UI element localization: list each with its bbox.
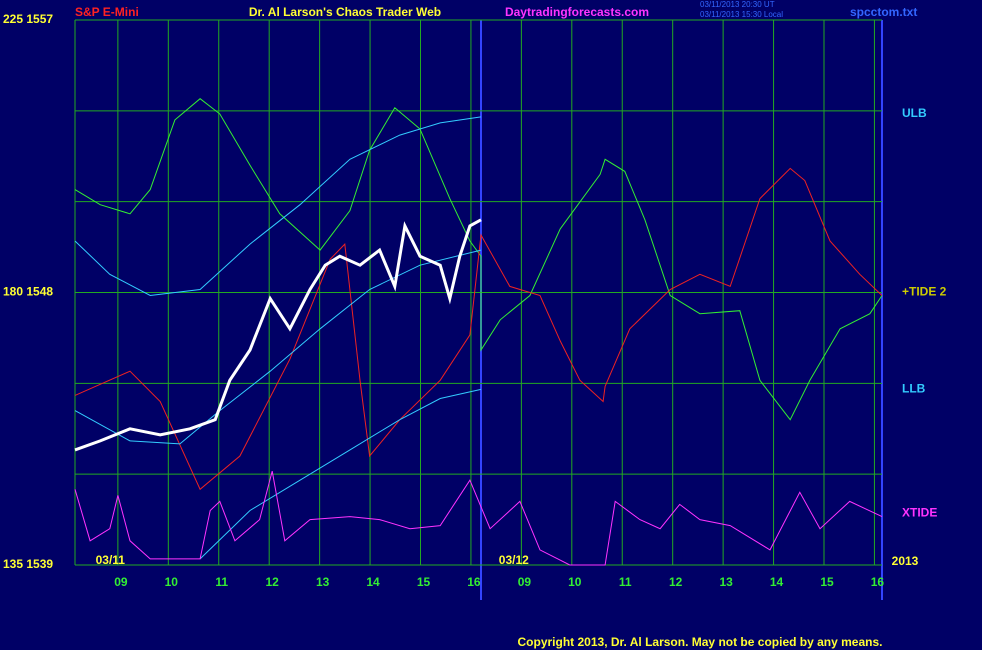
x-tick-label: 14 (770, 575, 784, 589)
x-tick-label: 16 (871, 575, 885, 589)
x-tick-label: 15 (820, 575, 834, 589)
x-tick-label: 11 (215, 575, 228, 589)
copyright: Copyright 2013, Dr. Al Larson. May not b… (518, 635, 883, 649)
series-line (74, 249, 482, 445)
level-label: LLB (902, 382, 926, 396)
series-line (199, 388, 482, 560)
date-label: 03/12 (499, 553, 529, 567)
x-tick-label: 10 (165, 575, 179, 589)
x-tick-label: 14 (366, 575, 380, 589)
series-line (74, 470, 883, 566)
symbol: S&P E-Mini (75, 5, 139, 19)
y-tick-label: 135 1539 (3, 557, 53, 571)
x-tick-label: 13 (719, 575, 733, 589)
series-line (74, 167, 883, 491)
x-tick-label: 09 (518, 575, 532, 589)
level-label: ULB (902, 106, 927, 120)
site: Daytradingforecasts.com (505, 5, 649, 19)
y-tick-label: 225 1557 (3, 12, 53, 26)
chart-title: Dr. Al Larson's Chaos Trader Web (249, 5, 441, 19)
x-tick-label: 09 (114, 575, 128, 589)
x-tick-label: 10 (568, 575, 582, 589)
x-tick-label: 11 (619, 575, 632, 589)
timestamp: 03/11/2013 15:30 Local (700, 10, 783, 19)
level-label: +TIDE 2 (902, 285, 947, 299)
series-line (74, 98, 883, 421)
x-tick-label: 13 (316, 575, 330, 589)
x-tick-label: 16 (467, 575, 481, 589)
file-name: spcctom.txt (850, 5, 917, 19)
x-tick-label: 12 (669, 575, 683, 589)
date-label: 03/11 (96, 553, 126, 567)
timestamp: 03/11/2013 20:30 UT (700, 0, 775, 9)
level-label: XTIDE (902, 506, 937, 520)
series-line (74, 116, 482, 297)
y-tick-label: 180 1548 (3, 285, 53, 299)
x-tick-label: 12 (266, 575, 280, 589)
series-line (74, 218, 482, 452)
x-tick-label: 15 (417, 575, 431, 589)
year-label: 2013 (892, 554, 919, 568)
